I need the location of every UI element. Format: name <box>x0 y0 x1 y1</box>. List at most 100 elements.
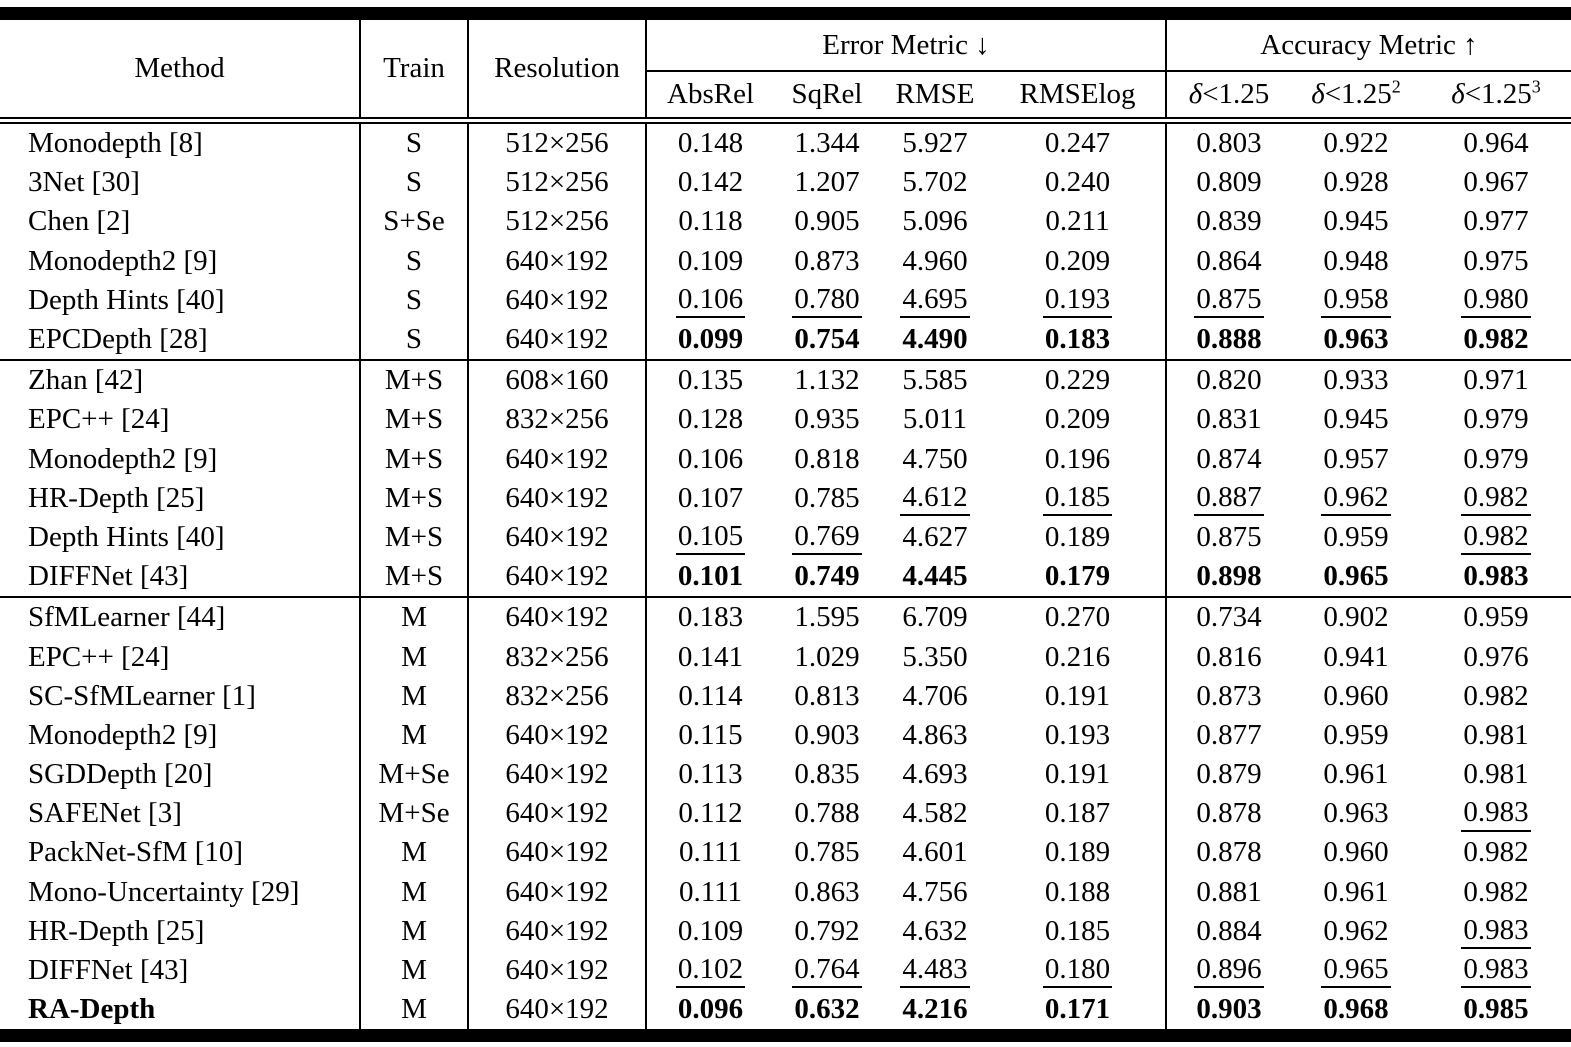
metric-cell: 0.216 <box>990 637 1167 677</box>
metric-cell: 4.756 <box>902 875 968 908</box>
metric-cell: 0.873 <box>794 244 860 277</box>
metric-cell: 0.981 <box>1463 718 1529 751</box>
train-cell: M <box>360 950 469 991</box>
metric-cell: 0.191 <box>990 755 1167 795</box>
resolution-cell: 640×192 <box>468 319 647 361</box>
resolution-cell: 640×192 <box>468 794 647 834</box>
method-cell: HR-Depth [25] <box>0 911 361 951</box>
resolution-cell: 640×192 <box>468 596 647 638</box>
underlined-value: 4.612 <box>900 481 970 516</box>
metric-cell: 4.960 <box>902 244 968 277</box>
metric-cell: 4.445 <box>902 560 968 593</box>
table-row: 3Net [30] S 512×256 0.142 1.207 5.702 0.240 0.8… <box>0 163 1571 203</box>
delta-symbol: δ <box>1188 78 1203 110</box>
col-header-delta3: δ<1.253 <box>1421 71 1571 118</box>
underlined-value: 0.983 <box>1461 797 1531 832</box>
underlined-value: 0.106 <box>675 283 746 319</box>
metric-cell: 0.229 <box>990 359 1167 401</box>
resolution-cell: 512×256 <box>468 163 647 203</box>
resolution-cell: 640×192 <box>468 478 647 518</box>
metric-cell: 0.981 <box>1463 758 1529 791</box>
metric-cell: 0.102 <box>646 951 774 990</box>
metric-cell: 4.582 <box>902 797 968 830</box>
metric-cell: 0.878 <box>1196 836 1262 869</box>
train-cell: M+Se <box>360 755 469 795</box>
col-group-error-metric: Error Metric ↓ <box>646 20 1167 72</box>
train-cell: S <box>360 319 469 361</box>
header-double-rule <box>0 117 1571 124</box>
metric-cell: 0.096 <box>677 993 744 1026</box>
metric-cell: 0.887 <box>1166 479 1291 518</box>
underlined-value: 0.980 <box>1461 283 1531 319</box>
metric-cell: 0.109 <box>677 244 744 277</box>
metric-cell: 0.888 <box>1196 323 1262 356</box>
underlined-value: 0.965 <box>1321 953 1391 989</box>
metric-cell: 0.975 <box>1463 244 1529 277</box>
metric-cell: 0.193 <box>990 280 1167 320</box>
metric-cell: 5.585 <box>880 359 990 401</box>
metric-cell: 0.187 <box>990 794 1167 834</box>
train-cell: M <box>360 596 469 638</box>
method-cell: Chen [2] <box>0 202 361 242</box>
metric-cell: 0.171 <box>990 990 1167 1030</box>
metric-cell: 0.957 <box>1323 442 1389 475</box>
method-cell: EPC++ [24] <box>0 637 361 677</box>
underlined-value: 0.193 <box>1042 283 1113 319</box>
delta-symbol: δ <box>1311 78 1325 110</box>
method-cell: Depth Hints [40] <box>0 517 361 558</box>
table-row: Depth Hints [40] S 640×192 0.106 0.780 4.695 0… <box>0 280 1571 320</box>
resolution-cell: 640×192 <box>468 517 647 558</box>
metric-cell: 1.344 <box>794 127 860 160</box>
metric-cell: 0.809 <box>1196 166 1262 199</box>
metric-cell: 1.132 <box>774 359 880 401</box>
metric-cell: 4.490 <box>902 323 968 356</box>
metric-cell: 0.960 <box>1323 679 1389 712</box>
method-cell: SGDDepth [20] <box>0 755 361 795</box>
metric-cell: 0.734 <box>1166 596 1291 638</box>
col-header-delta2: δ<1.252 <box>1291 71 1421 118</box>
method-cell: Monodepth2 [9] <box>0 439 361 479</box>
table-row: EPCDepth [28] S 640×192 0.099 0.754 4.490 0.18… <box>0 319 1571 361</box>
metric-cell: 0.764 <box>774 951 880 990</box>
underlined-value: 0.887 <box>1194 481 1264 516</box>
metric-cell: 0.106 <box>646 281 774 320</box>
resolution-cell: 640×192 <box>468 280 647 320</box>
table-row: Monodepth [8] S 512×256 0.148 1.344 5.927 0.24… <box>0 123 1571 164</box>
train-cell: M <box>360 637 469 677</box>
method-cell: HR-Depth [25] <box>0 478 361 518</box>
resolution-cell: 832×256 <box>468 637 647 677</box>
table-row: Monodepth2 [9] M+S 640×192 0.106 0.818 4.750 0… <box>0 439 1571 479</box>
method-cell: SfMLearner [44] <box>0 596 361 638</box>
metric-cell: 0.875 <box>1196 520 1262 553</box>
underlined-value: 0.185 <box>1042 481 1113 516</box>
metric-cell: 0.113 <box>678 758 743 791</box>
metric-cell: 0.971 <box>1421 359 1571 401</box>
table-row: SAFENet [3] M+Se 640×192 0.112 0.788 4.582 0.1… <box>0 794 1571 834</box>
metric-cell: 4.483 <box>880 951 990 990</box>
metric-cell: 0.963 <box>1323 797 1389 830</box>
metric-cell: 0.141 <box>677 640 744 673</box>
metric-cell: 0.959 <box>1323 520 1389 553</box>
metric-cell: 0.884 <box>1196 914 1262 947</box>
metric-cell: 0.968 <box>1323 993 1389 1026</box>
col-header-rmselog: RMSElog <box>990 71 1167 118</box>
metric-cell: 0.196 <box>990 439 1167 479</box>
metric-cell: 4.693 <box>902 758 968 791</box>
table-row: EPC++ [24] M 832×256 0.141 1.029 5.350 0.216 0.… <box>0 637 1571 677</box>
header-row-groups: Method Train Resolution Error Metric ↓ A… <box>0 20 1571 118</box>
underlined-value: 4.483 <box>900 953 970 989</box>
metric-cell: 0.976 <box>1463 640 1529 673</box>
metric-cell: 0.879 <box>1196 758 1262 791</box>
metric-cell: 0.982 <box>1421 479 1571 518</box>
metric-cell: 0.106 <box>677 442 744 475</box>
metric-cell: 0.963 <box>1323 323 1389 356</box>
metric-cell: 0.749 <box>794 560 860 593</box>
metric-cell: 0.185 <box>990 911 1167 951</box>
metric-cell: 0.632 <box>794 993 860 1026</box>
metric-cell: 0.962 <box>1291 479 1421 518</box>
metric-cell: 0.983 <box>1421 912 1571 951</box>
metric-cell: 0.803 <box>1196 127 1262 160</box>
col-header-delta1: δ<1.25 <box>1166 71 1291 118</box>
train-cell: M <box>360 990 469 1030</box>
